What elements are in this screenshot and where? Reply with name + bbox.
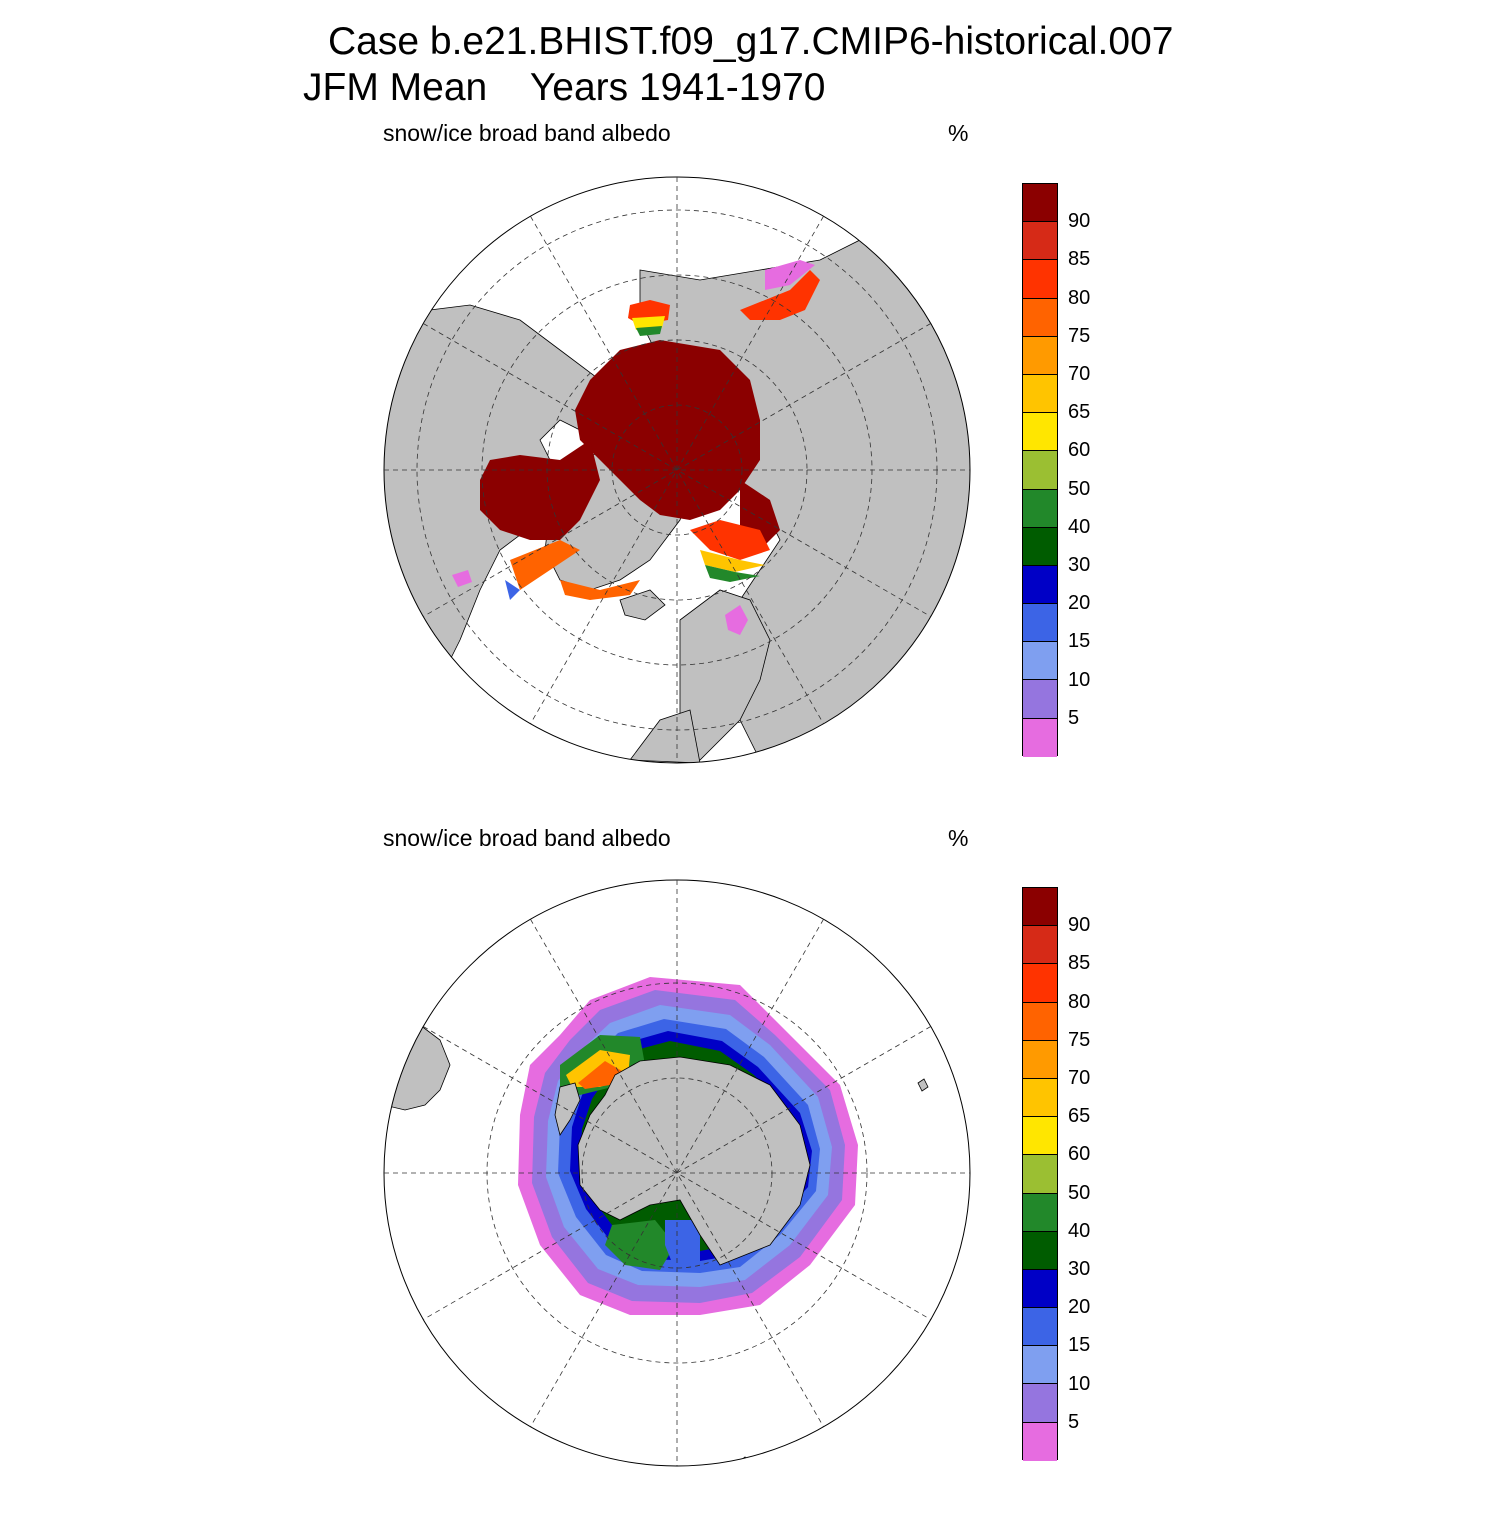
colorbar-box <box>1023 1384 1057 1423</box>
colorbar-label: 85 <box>1068 248 1091 271</box>
colorbar-box <box>1023 1078 1057 1118</box>
panel-northern-hemisphere: snow/ice broad band albedo % <box>0 120 1500 820</box>
colorbar-label: 40 <box>1068 515 1091 538</box>
colorbar-box <box>1023 374 1057 414</box>
colorbar-box <box>1023 413 1057 452</box>
colorbar-box <box>1023 527 1057 566</box>
colorbar-box <box>1023 1040 1057 1079</box>
colorbar-label: 5 <box>1068 1410 1080 1433</box>
colorbar-label: 70 <box>1068 1067 1091 1089</box>
colorbar-label: 15 <box>1068 630 1091 653</box>
colorbar-box <box>1023 565 1057 605</box>
colorbar-box <box>1023 964 1057 1003</box>
colorbar-label: 90 <box>1068 210 1091 233</box>
colorbar-label: 20 <box>1068 592 1091 615</box>
colorbar-box <box>1023 1155 1057 1194</box>
colorbar-box <box>1023 184 1057 223</box>
colorbar-label: 75 <box>1068 1028 1091 1051</box>
colorbar-label: 85 <box>1068 952 1091 975</box>
colorbar-label: 10 <box>1068 1372 1091 1395</box>
colorbar-box <box>1023 451 1057 490</box>
colorbar-label: 65 <box>1068 1105 1091 1128</box>
colorbar-box <box>1023 1231 1057 1270</box>
colorbar-box <box>1023 1193 1057 1232</box>
colorbar-box <box>1023 298 1057 337</box>
colorbar-label: 30 <box>1068 1258 1091 1280</box>
colorbar-label: 10 <box>1068 668 1091 691</box>
colorbar-label: 60 <box>1068 439 1091 462</box>
colorbar-label: 5 <box>1068 706 1080 729</box>
colorbar-box <box>1023 680 1057 719</box>
colorbar-box <box>1023 336 1057 375</box>
units-label-sh: % <box>948 825 969 851</box>
colorbar-label: 50 <box>1068 1181 1091 1204</box>
colorbar-box <box>1023 1346 1057 1385</box>
colorbar-label: 90 <box>1068 914 1091 937</box>
colorbar-label: 30 <box>1068 554 1091 576</box>
colorbar-label: 20 <box>1068 1296 1091 1319</box>
colorbar-box <box>1023 642 1057 681</box>
colorbar-sh <box>1022 887 1058 1461</box>
colorbar-box <box>1023 888 1057 927</box>
title-period: JFM Mean Years 1941-1970 <box>303 66 826 109</box>
colorbar-box <box>1023 222 1057 261</box>
colorbar-label: 70 <box>1068 363 1091 385</box>
colorbar-box <box>1023 1422 1057 1461</box>
map-nh <box>383 176 971 764</box>
colorbar-box <box>1023 489 1057 528</box>
colorbar-box <box>1023 1002 1057 1041</box>
colorbar-label: 65 <box>1068 401 1091 424</box>
colorbar-label: 50 <box>1068 477 1091 500</box>
units-label-nh: % <box>948 120 969 146</box>
colorbar-label: 75 <box>1068 324 1091 347</box>
colorbar-label: 40 <box>1068 1219 1091 1242</box>
panel-southern-hemisphere: snow/ice broad band albedo % <box>0 825 1500 1525</box>
colorbar-box <box>1023 718 1057 757</box>
colorbar-label: 60 <box>1068 1143 1091 1166</box>
colorbar-label: 80 <box>1068 990 1091 1013</box>
colorbar-box <box>1023 1269 1057 1309</box>
colorbar-box <box>1023 1308 1057 1347</box>
colorbar-box <box>1023 260 1057 299</box>
colorbar-box <box>1023 1117 1057 1156</box>
variable-label-nh: snow/ice broad band albedo <box>383 120 671 146</box>
colorbar-nh <box>1022 183 1058 757</box>
colorbar-label: 15 <box>1068 1334 1091 1357</box>
colorbar-label: 80 <box>1068 286 1091 309</box>
colorbar-box <box>1023 604 1057 643</box>
map-sh <box>383 879 971 1467</box>
title-case: Case b.e21.BHIST.f09_g17.CMIP6-historica… <box>328 20 1174 63</box>
colorbar-box <box>1023 926 1057 965</box>
variable-label-sh: snow/ice broad band albedo <box>383 825 671 851</box>
